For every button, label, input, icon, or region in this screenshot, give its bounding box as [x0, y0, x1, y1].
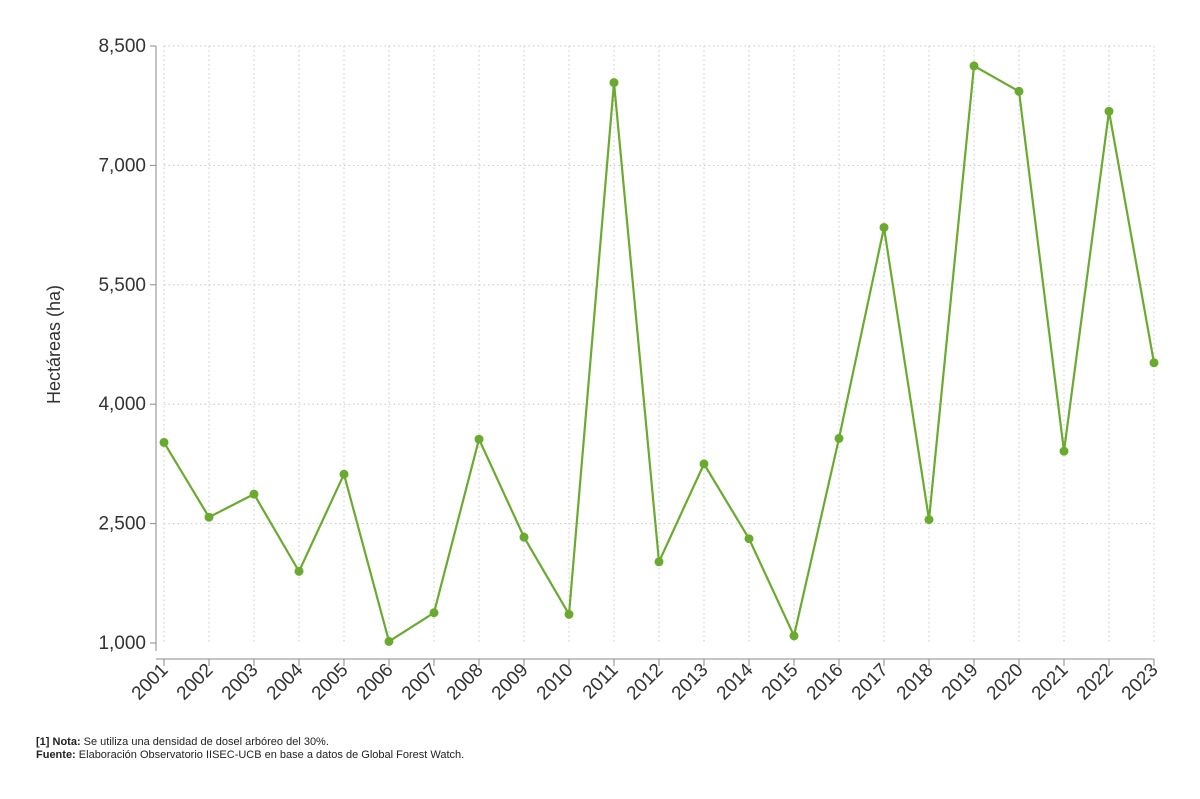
x-tick-label: 2015	[758, 660, 803, 705]
x-tick-label: 2002	[173, 660, 218, 705]
data-point	[1059, 446, 1069, 456]
data-point	[1104, 106, 1114, 116]
source-label: Fuente:	[36, 749, 76, 761]
data-point	[699, 459, 709, 469]
x-tick-label: 2021	[1028, 660, 1073, 705]
x-tick-label: 2008	[443, 660, 488, 705]
data-point	[519, 532, 529, 542]
data-point	[159, 437, 169, 447]
y-tick-label: 1,000	[98, 633, 146, 654]
x-tick-label: 2013	[668, 660, 713, 705]
data-point	[834, 433, 844, 443]
y-tick-label: 5,500	[98, 275, 146, 296]
data-point	[1149, 358, 1159, 368]
data-point	[384, 636, 394, 646]
y-tick-label: 7,000	[98, 155, 146, 176]
x-tick-label: 2017	[848, 660, 893, 705]
data-point	[969, 61, 979, 71]
data-point	[294, 566, 304, 576]
x-tick-label: 2014	[713, 659, 758, 704]
grid-lines	[163, 45, 1155, 643]
y-tick-label: 4,000	[98, 394, 146, 415]
x-tick-label: 2019	[938, 660, 983, 705]
y-axis-label: Hectáreas (ha)	[44, 285, 64, 404]
data-points	[159, 61, 1159, 646]
source-text: Elaboración Observatorio IISEC-UCB en ba…	[75, 749, 465, 761]
data-point	[609, 78, 619, 88]
x-tick-label: 2005	[308, 660, 353, 705]
x-tick-labels: 2001 2002 2003 2004 2005 2006 2007 2008 2009 2010…	[128, 659, 1163, 704]
x-tick-label: 2020	[983, 660, 1028, 705]
data-point	[249, 489, 259, 499]
source-line: Fuente: Elaboración Observatorio IISEC-U…	[36, 749, 464, 762]
x-tick-label: 2018	[893, 660, 938, 705]
y-tick-label: 8,500	[98, 36, 146, 57]
x-tick-label: 2006	[353, 660, 398, 705]
x-tick-label: 2011	[579, 660, 623, 704]
y-tick-labels: 1,000 2,500 4,000 5,500 7,000 8,500	[98, 36, 156, 654]
x-tick-label: 2009	[488, 660, 533, 705]
x-tick-label: 2012	[623, 660, 668, 705]
x-tick-label: 2001	[128, 660, 173, 705]
x-tick-label: 2003	[218, 660, 263, 705]
data-point	[879, 222, 889, 232]
data-point	[429, 608, 439, 618]
x-tick-label: 2023	[1118, 660, 1163, 705]
data-point	[654, 557, 664, 567]
x-tick-label: 2010	[533, 660, 578, 705]
data-point	[789, 631, 799, 641]
x-tick-label: 2007	[398, 660, 443, 705]
data-point	[474, 434, 484, 444]
note-text: Se utiliza una densidad de dosel arbóreo…	[80, 736, 329, 748]
data-point	[564, 609, 574, 619]
data-point	[1014, 86, 1024, 96]
note-line: [1] Nota: Se utiliza una densidad de dos…	[36, 736, 464, 749]
data-point	[339, 469, 349, 479]
x-tick-label: 2016	[803, 660, 848, 705]
footnote: [1] Nota: Se utiliza una densidad de dos…	[36, 736, 464, 762]
series-line	[163, 64, 1156, 644]
data-point	[204, 512, 214, 522]
data-point	[924, 515, 934, 525]
note-label: [1] Nota:	[36, 736, 81, 748]
data-point	[744, 534, 754, 544]
x-tick-label: 2022	[1073, 660, 1118, 705]
x-tick-label: 2004	[263, 659, 308, 704]
y-tick-label: 2,500	[98, 514, 146, 535]
